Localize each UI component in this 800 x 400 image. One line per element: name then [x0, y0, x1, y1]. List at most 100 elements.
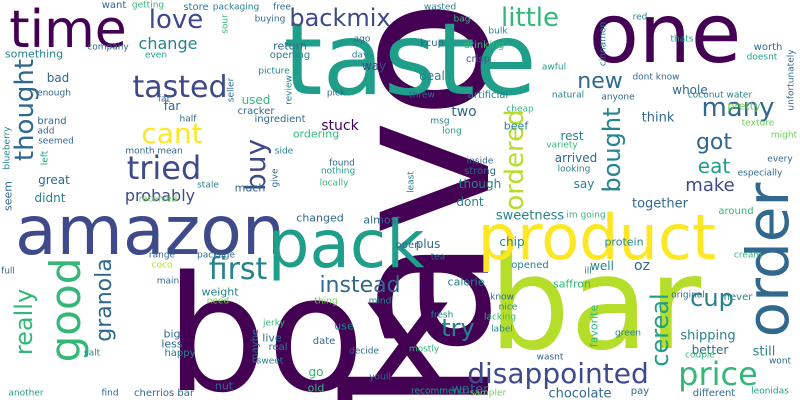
word-nice: nice	[498, 302, 518, 313]
word-eat: eat	[697, 154, 731, 178]
word-coco: coco	[151, 260, 173, 271]
word-disappointed: disappointed	[467, 357, 649, 390]
word-bar: bar	[488, 230, 702, 379]
word-opening: opening	[269, 50, 311, 61]
word-favorite: favorite	[587, 304, 601, 348]
word-half: half	[179, 114, 197, 125]
word-oz: oz	[634, 258, 650, 274]
word-blueberry: blueberry	[2, 126, 13, 170]
word-saffron: saffron	[552, 277, 592, 291]
word-want: want	[101, 0, 127, 11]
word-big: big	[163, 327, 181, 341]
word-never: never	[723, 292, 753, 303]
word-pick: pick	[326, 88, 346, 99]
word-tasted: tasted	[132, 70, 228, 105]
word-mean: mean	[157, 146, 183, 157]
word-cup: cup	[690, 284, 734, 312]
word-leonidas: leonidas	[751, 386, 789, 397]
word-change: change	[138, 34, 198, 53]
word-together: together	[632, 196, 688, 212]
word-lacking: lacking	[483, 312, 517, 323]
word-far: far	[163, 99, 181, 113]
word-go: go	[308, 365, 324, 379]
word-less: less	[161, 337, 183, 351]
word-bag: bag	[453, 14, 471, 25]
word-got: got	[695, 130, 733, 155]
word-tried: tried	[126, 149, 202, 187]
word-mind: mind	[368, 296, 392, 307]
word-received: received	[138, 194, 178, 205]
word-wasted: wasted	[423, 2, 457, 13]
word-wasnt: wasnt	[536, 352, 564, 363]
word-youll: youll	[369, 372, 391, 383]
word-shipping: shipping	[680, 328, 736, 344]
word-much: much	[234, 181, 266, 195]
word-changed: changed	[296, 211, 344, 225]
word-chocolate: chocolate	[548, 386, 612, 400]
word-looking: looking	[557, 164, 591, 175]
word-one: one	[588, 0, 742, 82]
word-company: company	[87, 42, 129, 53]
word-left: left	[40, 150, 51, 166]
word-two: two	[451, 104, 477, 120]
word-probably: probably	[124, 186, 196, 205]
word-especially: especially	[737, 168, 783, 179]
word-main: main	[156, 276, 180, 287]
word-getting: getting	[131, 0, 165, 11]
word-drinking: drinking	[463, 40, 505, 51]
word-product: product	[477, 201, 717, 274]
word-package: package	[197, 250, 235, 261]
word-used: used	[241, 93, 271, 107]
word-chip: chip	[499, 235, 525, 249]
word-amazon: amazon	[15, 192, 285, 271]
word-date: date	[312, 336, 336, 347]
word-sour: sour	[220, 14, 231, 34]
word-plus: plus	[415, 237, 441, 251]
word-salt: salt	[83, 348, 101, 359]
word-enough: enough	[37, 88, 71, 99]
word-day: day	[351, 50, 369, 61]
word-many: many	[701, 93, 775, 123]
word-water: water	[451, 382, 489, 398]
word-doesnt: doesnt	[746, 52, 778, 63]
word-return: return	[273, 39, 307, 53]
word-way: way	[361, 59, 387, 73]
word-texture: texture	[741, 118, 775, 129]
word-need: need	[206, 296, 230, 307]
word-bulk: bulk	[488, 26, 508, 37]
word-cherrios-bar: cherrios bar	[134, 388, 194, 399]
word-know: know	[490, 292, 514, 303]
word-old: old	[307, 381, 325, 395]
word-still: still	[752, 344, 776, 360]
word-good: good	[41, 257, 90, 363]
word-cereal: cereal	[646, 293, 674, 367]
word-kcup: kcup	[420, 38, 444, 49]
word-didnt: didnt	[34, 191, 66, 205]
word-cheap: cheap	[506, 104, 534, 115]
word-something: something	[4, 47, 64, 61]
word-maybe: maybe	[250, 328, 261, 364]
word-seem: seem	[1, 181, 15, 211]
word-ordering: ordering	[292, 127, 340, 141]
word-box: box	[165, 241, 455, 400]
word-sweetness: sweetness	[495, 208, 565, 224]
word-mostly: mostly	[408, 344, 440, 355]
word-stale: stale	[197, 180, 219, 191]
word-seemed: seemed	[38, 136, 74, 147]
word-backmix: backmix	[289, 4, 391, 32]
word-natural: natural	[551, 90, 585, 101]
word-say: say	[573, 177, 595, 191]
word-tea: tea	[430, 252, 446, 263]
word-cinnamon: cinnamon	[598, 21, 609, 67]
word-well: well	[590, 259, 614, 273]
word-green: green	[615, 328, 641, 339]
word-bad: bad	[46, 71, 70, 85]
word-real: real	[268, 342, 288, 353]
word-dont: dont	[456, 195, 484, 209]
word-dont-know: dont know	[632, 72, 680, 83]
word-coconut-water: coconut water	[687, 90, 753, 101]
word-even: even	[144, 50, 168, 61]
word-sweet: sweet	[256, 356, 284, 367]
word-unfortunately: unfortunately	[786, 49, 797, 111]
word-make: make	[685, 175, 735, 196]
